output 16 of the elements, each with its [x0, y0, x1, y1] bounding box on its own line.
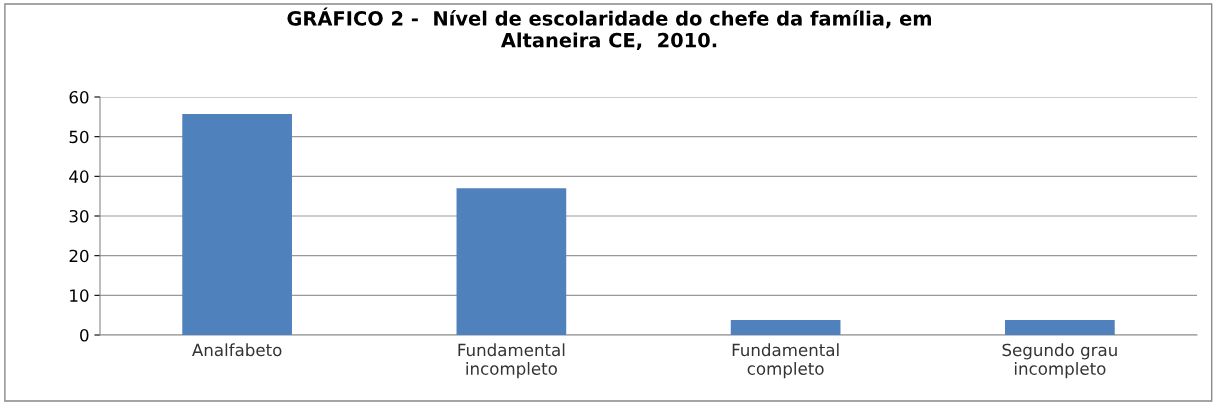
x-tick-label: Analfabeto [192, 343, 282, 357]
x-tick-label: Segundo grau incompleto [1002, 343, 1117, 379]
bar [456, 188, 567, 335]
y-tick-label: 20 [69, 249, 89, 263]
y-tick-label: 60 [69, 90, 89, 104]
bar [1005, 319, 1115, 335]
bar [182, 114, 292, 335]
chart-title: GRÁFICO 2 - Nível de escolaridade do chefe da família, em Altaneira CE, 2010. [287, 7, 931, 50]
y-tick-label: 30 [69, 209, 89, 223]
y-tick-label: 0 [80, 328, 89, 342]
y-tick-label: 40 [69, 170, 89, 183]
x-tick-label: Fundamental incompleto [458, 343, 565, 379]
y-tick-label: 50 [69, 130, 89, 144]
bar [730, 319, 841, 335]
x-tick-label: Fundamental completo [732, 343, 839, 379]
y-tick-label: 10 [70, 289, 89, 302]
